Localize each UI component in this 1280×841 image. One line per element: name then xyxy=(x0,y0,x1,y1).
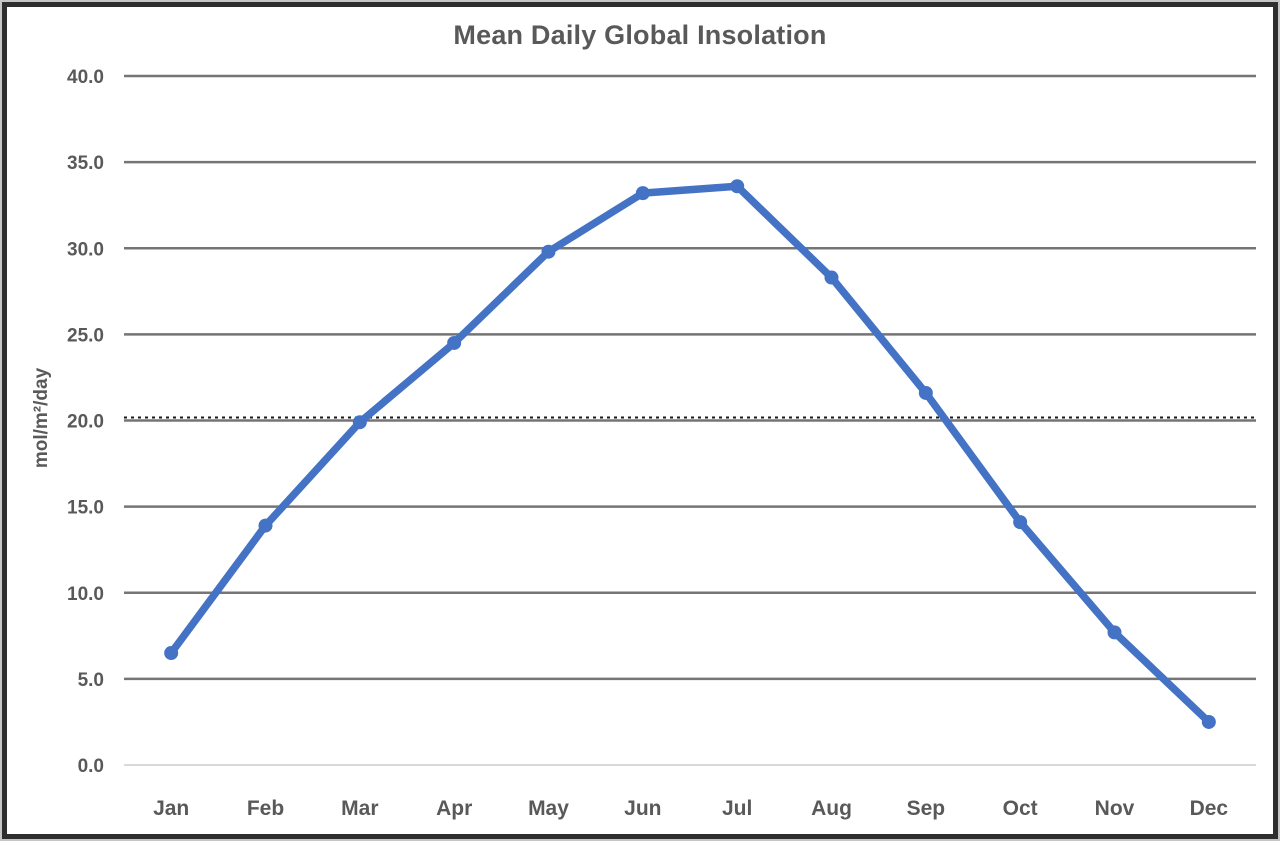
y-tick-label: 10.0 xyxy=(67,584,104,605)
y-tick-label: 25.0 xyxy=(67,325,104,346)
y-tick-label: 20.0 xyxy=(67,412,104,433)
data-point-sep xyxy=(918,385,933,400)
chart-title: Mean Daily Global Insolation xyxy=(453,20,827,50)
y-tick-label: 15.0 xyxy=(67,498,104,519)
y-tick-label: 35.0 xyxy=(67,153,104,174)
data-point-mar xyxy=(352,415,367,430)
data-point-dec xyxy=(1201,714,1216,729)
x-tick-label-nov: Nov xyxy=(1095,797,1135,820)
data-point-aug xyxy=(824,270,839,285)
data-point-nov xyxy=(1107,625,1122,640)
x-tick-label-dec: Dec xyxy=(1190,797,1229,820)
x-tick-label-may: May xyxy=(528,797,569,820)
series-line xyxy=(167,182,1213,726)
y-tick-label: 40.0 xyxy=(67,67,104,88)
x-tick-label-mar: Mar xyxy=(341,797,378,820)
x-tick-label-jun: Jun xyxy=(624,797,661,820)
x-tick-label-apr: Apr xyxy=(436,797,472,820)
x-tick-label-aug: Aug xyxy=(811,797,852,820)
x-tick-label-sep: Sep xyxy=(907,797,946,820)
data-point-jan xyxy=(164,646,179,661)
y-tick-label: 5.0 xyxy=(78,670,104,691)
data-point-may xyxy=(541,244,556,259)
y-tick-label: 30.0 xyxy=(67,239,104,260)
x-tick-label-jul: Jul xyxy=(722,797,752,820)
data-point-jun xyxy=(635,186,650,201)
data-point-apr xyxy=(447,335,462,350)
data-point-jul xyxy=(730,179,745,194)
data-point-feb xyxy=(258,518,273,533)
x-tick-label-oct: Oct xyxy=(1003,797,1038,820)
data-point-oct xyxy=(1013,515,1028,530)
y-tick-label: 0.0 xyxy=(78,756,104,777)
x-tick-label-jan: Jan xyxy=(153,797,189,820)
x-tick-label-feb: Feb xyxy=(247,797,284,820)
